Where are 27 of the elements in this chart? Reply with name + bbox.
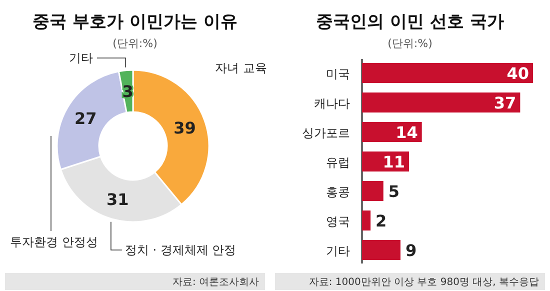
data-label: 11 <box>382 152 406 172</box>
slice-label: 기타 <box>69 51 93 65</box>
data-label: 27 <box>74 109 97 128</box>
data-label: 37 <box>494 94 516 112</box>
y-tick-label: 캐나다 <box>314 96 350 110</box>
y-tick-label: 싱가포르 <box>302 126 350 140</box>
y-tick-label: 영국 <box>326 214 350 228</box>
text: 자료: 1000만위안 이상 부호 980명 대상, 복수응답 <box>308 277 539 288</box>
slice-label: 투자환경 안정성 <box>10 235 98 249</box>
y-tick-label: 미국 <box>326 67 350 81</box>
data-label: 5 <box>388 182 400 201</box>
y-tick-label: 홍콩 <box>326 185 350 199</box>
data-label: 2 <box>376 212 387 230</box>
slice-label: 정치 · 경제체제 안정 <box>124 243 236 257</box>
chart-subtitle: (단위:%) <box>388 37 432 50</box>
data-label: 39 <box>174 118 196 138</box>
y-tick-label: 유럽 <box>326 156 350 170</box>
data-label: 14 <box>396 123 418 142</box>
text: 자료: 여론조사회사 <box>172 277 259 288</box>
data-label: 31 <box>106 190 129 209</box>
chart-title: 중국 부호가 이민가는 이유 <box>32 12 238 32</box>
data-label: 40 <box>506 64 529 83</box>
data-label: 9 <box>405 241 417 260</box>
chart-subtitle: (단위:%) <box>112 37 158 50</box>
y-tick-label: 기타 <box>326 244 350 258</box>
chart-title: 중국인의 이민 선호 국가 <box>316 12 504 32</box>
slice-label: 자녀 교육 <box>215 61 267 75</box>
